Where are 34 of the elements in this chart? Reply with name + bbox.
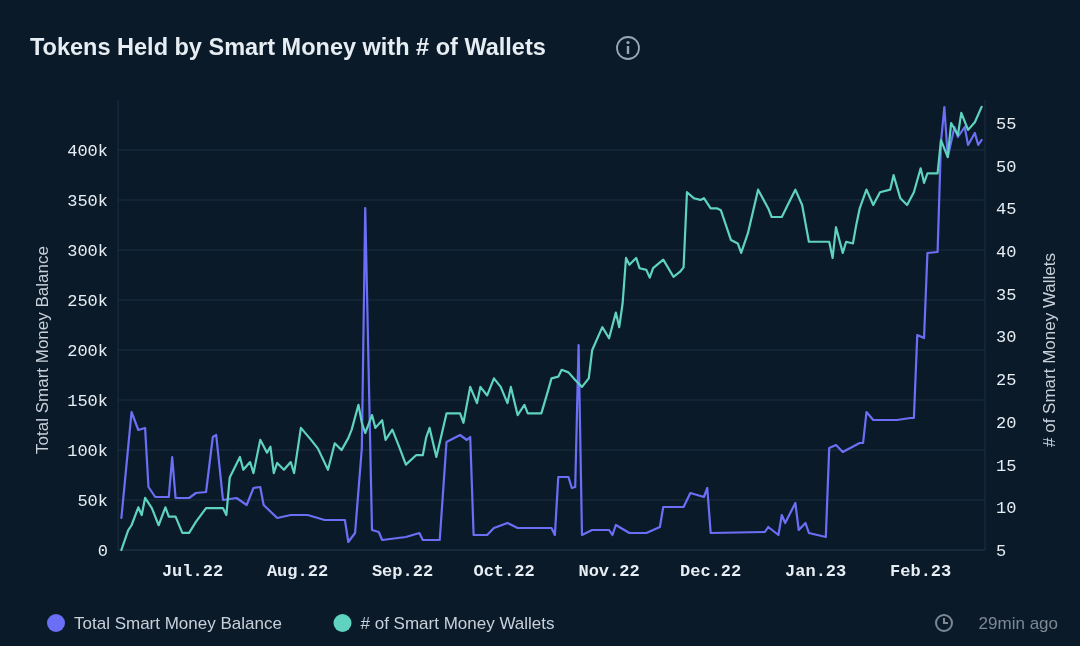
y-tick-label: 150k — [67, 391, 108, 411]
x-tick-label: Jan.23 — [785, 562, 847, 581]
y-tick-label: 400k — [67, 141, 108, 161]
y2-axis-title: # of Smart Money Wallets — [1040, 253, 1059, 447]
y2-tick-label: 45 — [996, 200, 1017, 220]
y-axis-title: Total Smart Money Balance — [33, 246, 52, 454]
y2-tick-label: 15 — [996, 456, 1017, 476]
y-tick-label: 0 — [97, 541, 108, 561]
x-tick-label: Nov.22 — [578, 562, 640, 581]
y-tick-label: 300k — [67, 241, 108, 261]
y2-tick-label: 50 — [996, 157, 1017, 177]
y2-tick-label: 5 — [996, 541, 1007, 561]
x-tick-label: Jul.22 — [161, 562, 224, 581]
y-tick-label: 200k — [67, 341, 108, 361]
x-tick-label: Sep.22 — [371, 562, 434, 581]
legend-label: # of Smart Money Wallets — [360, 613, 555, 633]
y2-tick-label: 20 — [996, 413, 1017, 433]
y2-tick-label: 30 — [996, 328, 1017, 348]
x-tick-label: Aug.22 — [266, 562, 329, 581]
y-tick-label: 50k — [77, 491, 108, 511]
y2-tick-label: 40 — [996, 243, 1017, 263]
x-tick-label: Feb.23 — [890, 562, 952, 581]
y2-tick-label: 35 — [996, 285, 1017, 305]
x-tick-label: Oct.22 — [473, 562, 535, 581]
y2-tick-label: 10 — [996, 499, 1017, 519]
chart-title: Tokens Held by Smart Money with # of Wallets — [30, 34, 546, 60]
x-tick-label: Dec.22 — [680, 562, 742, 581]
legend-label: Total Smart Money Balance — [74, 613, 282, 633]
y-tick-label: 350k — [67, 191, 108, 211]
y-tick-label: 250k — [67, 291, 108, 311]
y2-tick-label: 55 — [996, 115, 1017, 135]
text: 29min ago — [978, 613, 1058, 633]
y2-tick-label: 25 — [996, 371, 1017, 391]
y-tick-label: 100k — [67, 441, 108, 461]
